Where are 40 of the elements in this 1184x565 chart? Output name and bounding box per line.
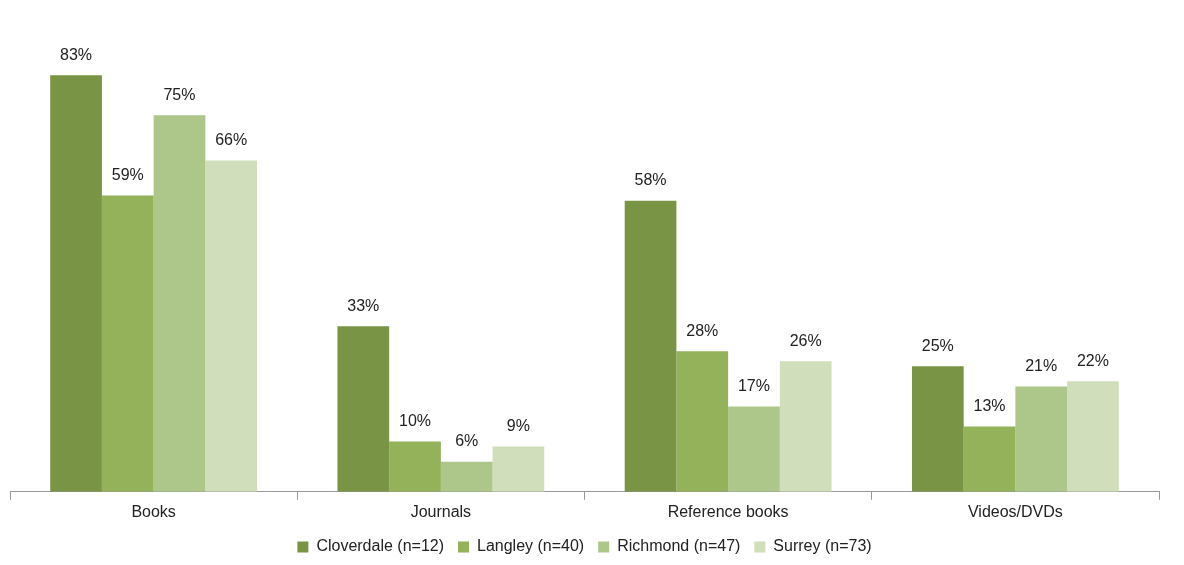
bar [1015,386,1068,492]
bar [779,361,832,492]
legend-label: Cloverdale (n=12) [316,537,444,555]
data-label: 66% [215,130,248,148]
x-tick-label: Journals [410,502,472,520]
bar [101,195,154,492]
bar [389,441,441,492]
data-label: 25% [921,336,954,354]
bar [911,366,964,492]
bar [1067,381,1119,492]
x-tick-label: Videos/DVDs [967,502,1063,520]
data-label: 75% [163,85,196,103]
data-label: 9% [506,417,530,435]
bar [676,351,729,492]
data-label: 59% [111,166,144,184]
x-tick-label: Books [131,502,176,520]
data-label: 13% [973,396,1006,414]
bar [205,160,258,492]
legend-label: Surrey (n=73) [773,537,872,555]
data-label: 17% [737,376,770,394]
bar [337,326,390,492]
data-label: 83% [60,45,93,63]
legend-label: Langley (n=40) [477,537,585,555]
data-label: 6% [455,432,479,450]
bar [50,75,102,492]
bar [963,426,1016,492]
bar [153,115,206,492]
legend-label: Richmond (n=47) [617,537,741,555]
bar [440,461,493,492]
bar [728,406,780,492]
data-label: 10% [399,412,432,430]
data-label: 33% [347,296,380,314]
bar [624,200,677,492]
data-label: 28% [686,321,719,339]
data-label: 26% [789,331,822,349]
data-label: 21% [1025,356,1058,374]
x-tick-label: Reference books [667,502,789,520]
data-label: 58% [634,171,667,189]
data-label: 22% [1076,351,1109,369]
bar [492,446,545,492]
